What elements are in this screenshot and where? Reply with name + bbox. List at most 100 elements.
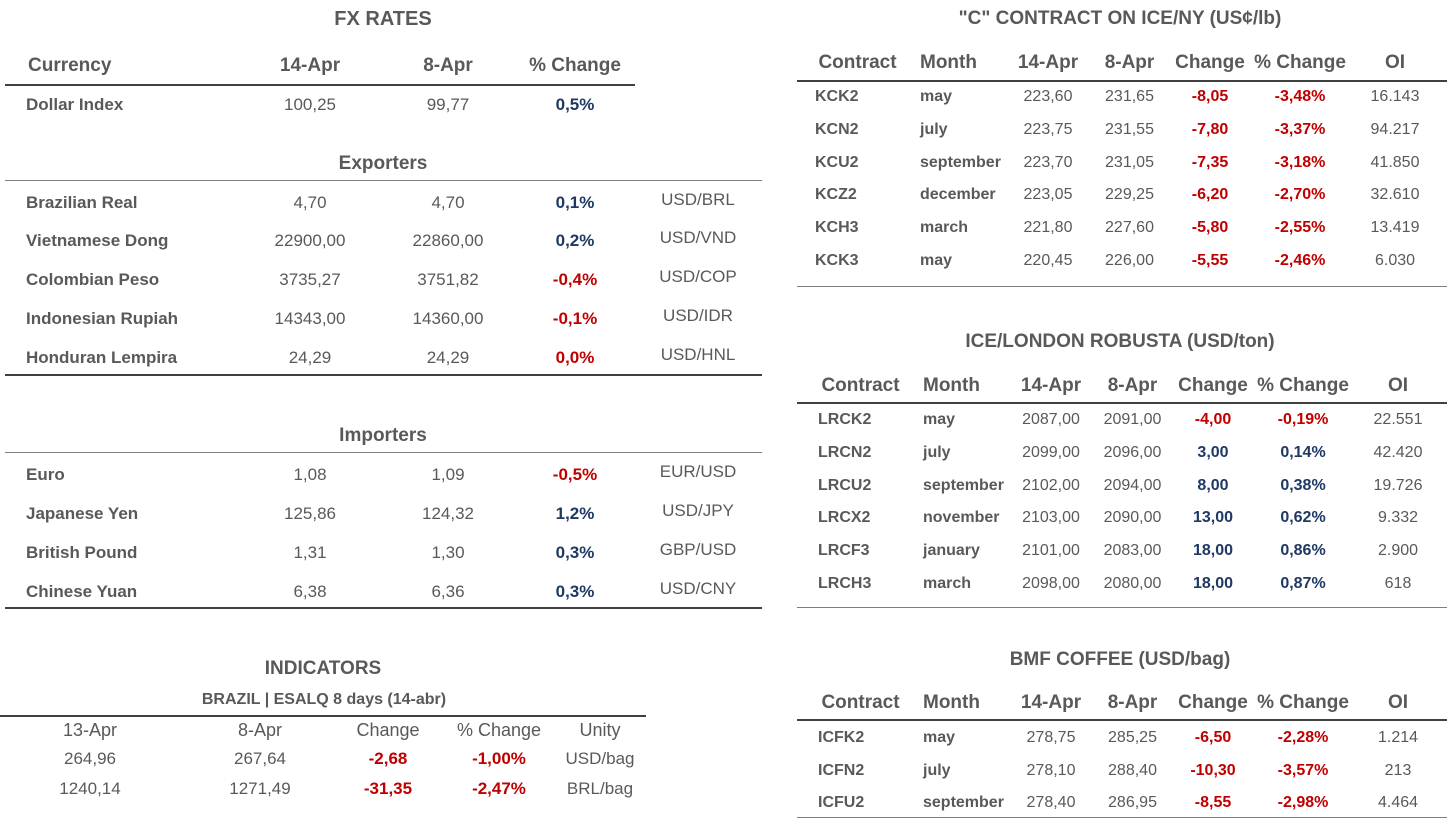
contract-cell: KCU2 [815, 154, 859, 171]
contract-cell: may [923, 729, 956, 746]
contract-header: OI [1387, 375, 1409, 396]
currency-name: British Pound [26, 543, 138, 562]
contract-header-rule [797, 719, 1447, 721]
rate-previous: 124,32 [422, 504, 474, 523]
fx-title: FX RATES [334, 8, 432, 30]
contract-cell: 286,95 [1108, 794, 1157, 811]
contract-cell: 285,25 [1108, 729, 1157, 746]
contract-cell: 2090,00 [1103, 509, 1162, 526]
fx-dollar-index-change: 0,5% [555, 95, 595, 114]
contract-cell: 32.610 [1370, 186, 1420, 203]
contract-cell: -2,70% [1274, 186, 1326, 203]
contract-header: 14-Apr [1017, 52, 1079, 73]
contract-header: 14-Apr [1020, 692, 1082, 713]
contract-cell: -3,37% [1274, 121, 1326, 138]
contract-cell: 94.217 [1370, 121, 1420, 138]
fx-dollar-index-v2: 99,77 [426, 95, 470, 114]
contract-cell: -8,05 [1191, 88, 1229, 105]
currency-pair: USD/VND [659, 228, 737, 247]
fx-exporters-rule [5, 180, 762, 181]
rate-current: 6,38 [293, 582, 327, 601]
rate-change: 0,3% [555, 543, 595, 562]
contract-cell: 227,60 [1105, 219, 1154, 236]
contract-cell: KCK3 [815, 252, 859, 269]
rate-change: 0,1% [555, 193, 595, 212]
contract-cell: 0,14% [1280, 444, 1326, 461]
contract-cell: KCN2 [815, 121, 859, 138]
contract-cell: 231,05 [1105, 154, 1154, 171]
contract-cell: 2102,00 [1022, 477, 1080, 494]
contract-cell: 2083,00 [1103, 542, 1162, 559]
contract-cell: 223,05 [1023, 186, 1073, 203]
contract-cell: 0,38% [1280, 477, 1326, 494]
contract-header: Contract [821, 692, 900, 713]
indicators-header: Change [356, 720, 420, 740]
currency-pair: USD/COP [659, 267, 737, 286]
contract-cell: july [923, 762, 951, 779]
rate-change: 1,2% [555, 504, 595, 523]
contract-header: Change [1178, 692, 1248, 713]
rate-change: -0,4% [552, 270, 598, 289]
contract-cell: 2080,00 [1103, 575, 1162, 592]
indicators-cell: 267,64 [234, 749, 286, 768]
contract-cell: december [920, 186, 996, 203]
contract-bottom-rule [797, 607, 1447, 608]
contract-cell: 220,45 [1023, 252, 1073, 269]
fx-importers-title: Importers [339, 425, 427, 446]
contract-cell: -7,80 [1191, 121, 1229, 138]
contract-header: % Change [1254, 52, 1346, 73]
contract-cell: LRCH3 [818, 575, 872, 592]
currency-pair: USD/IDR [663, 306, 733, 325]
contract-cell: KCH3 [815, 219, 859, 236]
ice-london-title: ICE/LONDON ROBUSTA (USD/ton) [965, 331, 1275, 352]
contract-bottom-rule [797, 817, 1447, 818]
contract-cell: 288,40 [1108, 762, 1157, 779]
contract-header: Change [1178, 375, 1248, 396]
indicators-title: INDICATORS [264, 658, 382, 679]
contract-cell: 9.332 [1377, 509, 1419, 526]
rate-previous: 6,36 [431, 582, 465, 601]
contract-cell: -6,50 [1194, 729, 1232, 746]
contract-cell: -5,55 [1191, 252, 1229, 269]
contract-header: 8-Apr [1107, 692, 1158, 713]
fx-header-change: % Change [529, 55, 621, 76]
contract-cell: -8,55 [1194, 794, 1232, 811]
indicators-cell: -2,68 [368, 749, 408, 768]
fx-importers-rule [5, 452, 762, 453]
contract-cell: 3,00 [1197, 444, 1229, 461]
indicators-cell: 1271,49 [229, 779, 291, 798]
contract-cell: may [920, 252, 953, 269]
indicators-cell: BRL/bag [566, 779, 634, 798]
rate-change: 0,3% [555, 582, 595, 601]
rate-previous: 1,30 [431, 543, 465, 562]
rate-current: 3735,27 [279, 270, 341, 289]
contract-cell: 0,87% [1280, 575, 1326, 592]
contract-cell: 13,00 [1192, 509, 1234, 526]
contract-cell: 0,62% [1280, 509, 1326, 526]
contract-cell: 13.419 [1370, 219, 1420, 236]
rate-previous: 1,09 [431, 465, 465, 484]
contract-header: % Change [1257, 375, 1349, 396]
contract-cell: 2094,00 [1103, 477, 1162, 494]
contract-header: Month [920, 52, 977, 73]
ice-ny-title: "C" CONTRACT ON ICE/NY (US¢/lb) [958, 8, 1282, 29]
contract-cell: 8,00 [1197, 477, 1229, 494]
contract-cell: LRCF3 [818, 542, 870, 559]
contract-header: 8-Apr [1104, 52, 1155, 73]
contract-cell: 221,80 [1023, 219, 1073, 236]
contract-cell: 2103,00 [1022, 509, 1080, 526]
currency-pair: USD/CNY [659, 579, 737, 598]
contract-cell: 16.143 [1370, 88, 1420, 105]
contract-bottom-rule [797, 286, 1447, 287]
contract-cell: september [923, 477, 1004, 494]
contract-header: 8-Apr [1107, 375, 1158, 396]
contract-cell: -3,57% [1277, 762, 1329, 779]
contract-header: OI [1387, 692, 1409, 713]
rate-current: 22900,00 [274, 231, 346, 250]
contract-cell: 2096,00 [1103, 444, 1162, 461]
indicators-header: 13-Apr [62, 720, 118, 740]
contract-cell: 2091,00 [1103, 411, 1162, 428]
bmf-title: BMF COFFEE (USD/bag) [1009, 649, 1231, 670]
contract-cell: 213 [1384, 762, 1412, 779]
indicators-header: % Change [456, 720, 542, 740]
